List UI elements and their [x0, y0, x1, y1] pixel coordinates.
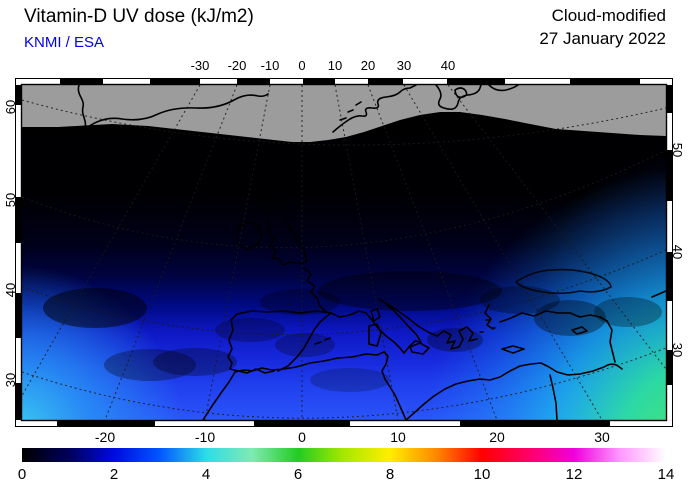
- meridian-40: [447, 85, 666, 370]
- source-credit: KNMI / ESA: [24, 34, 105, 51]
- meridian--10: [204, 85, 271, 420]
- coast-greenland-south: [87, 93, 269, 128]
- zebra-segment: [667, 350, 673, 385]
- lon-tick-bottom: -10: [194, 429, 216, 445]
- product-type: Cloud-modified: [551, 6, 666, 25]
- lat-tick-left: 60: [3, 99, 18, 115]
- island-corsica: [370, 308, 381, 322]
- graticule: [22, 85, 666, 420]
- lon-tick-top: 20: [360, 58, 376, 73]
- polar-night-region: [22, 85, 666, 142]
- zebra-segment: [15, 383, 21, 420]
- zebra-segment: [667, 85, 673, 113]
- lon-tick-top: -20: [227, 58, 247, 73]
- zebra-segment: [150, 78, 200, 84]
- coast-balkans: [378, 298, 438, 337]
- coast-caucasus-edge: [651, 290, 666, 298]
- island-sicily: [409, 342, 430, 355]
- lon-tick-top: -30: [190, 58, 210, 73]
- colorbar: [22, 448, 666, 462]
- coast-norway-islands: [339, 101, 362, 121]
- colorbar-tick-label: 4: [201, 466, 211, 483]
- coast-italy-west: [330, 310, 405, 354]
- island-cyprus: [571, 326, 588, 335]
- meridian-10: [334, 85, 399, 420]
- page-title: Vitamin-D UV dose (kJ/m2): [24, 6, 254, 27]
- island-sardinia: [368, 323, 382, 347]
- cloud-shadows: [43, 271, 662, 392]
- lon-tick-top: 30: [396, 58, 412, 73]
- coast-britain: [264, 195, 308, 266]
- coast-iberia: [227, 310, 332, 374]
- colorbar-tick-label: 10: [473, 466, 491, 483]
- colorbar-tick-label: 2: [109, 466, 119, 483]
- coast-turkey-south: [499, 310, 608, 323]
- zebra-segment: [460, 421, 610, 427]
- zebra-segment: [667, 252, 673, 301]
- island-crete: [501, 345, 525, 354]
- colorbar-tick-label: 12: [565, 466, 583, 483]
- zebra-segment: [303, 78, 335, 84]
- zebra-segment: [15, 85, 21, 105]
- lon-tick-top: 40: [440, 58, 456, 73]
- meridian--20: [104, 85, 238, 420]
- zebra-segment: [368, 78, 403, 84]
- zebra-segment: [237, 78, 270, 84]
- lat-tick-right: 40: [670, 244, 685, 260]
- lon-tick-bottom: -20: [94, 429, 116, 445]
- coast-turkey-west: [484, 304, 494, 330]
- lat-tick-left: 50: [3, 192, 18, 208]
- zebra-border: [15, 78, 673, 427]
- parallel-50: [22, 149, 666, 249]
- balearic-islands: [314, 337, 331, 345]
- lat-tick-left: 40: [3, 282, 18, 298]
- coast-greece: [436, 326, 478, 350]
- lon-tick-bottom: 30: [594, 429, 610, 445]
- colorbar-tick-label: 6: [293, 466, 303, 483]
- coast-levant: [606, 320, 616, 363]
- coast-black-sea: [515, 268, 612, 295]
- zebra-segment: [15, 197, 21, 243]
- parallel-40: [22, 249, 666, 336]
- colorbar-tick-label: 8: [385, 466, 395, 483]
- colorbar-tick-label: 0: [17, 466, 27, 483]
- coast-france-west: [303, 267, 332, 314]
- coast-greenland-east: [77, 85, 87, 129]
- nile-river: [549, 374, 558, 420]
- coast-white-sea: [435, 85, 519, 110]
- lat-tick-right: 30: [670, 342, 685, 358]
- coast-north-africa: [202, 351, 623, 420]
- lat-tick-right: 50: [670, 142, 685, 158]
- map-frame: [15, 78, 673, 427]
- lon-tick-bottom: 10: [390, 429, 406, 445]
- zebra-segment: [570, 78, 640, 84]
- map-body: [22, 85, 666, 420]
- egypt-bright-corner: [22, 85, 666, 420]
- zebra-segment: [15, 293, 21, 338]
- zebra-segment: [57, 421, 155, 427]
- lon-tick-bottom: 0: [298, 429, 306, 445]
- coastlines: [77, 85, 666, 420]
- coast-ireland: [235, 221, 263, 250]
- zebra-segment: [60, 78, 103, 84]
- parallel-30: [22, 347, 666, 419]
- zebra-segment: [667, 150, 673, 201]
- colorbar-tick-label: 14: [657, 466, 675, 483]
- lon-tick-top: -10: [260, 58, 280, 73]
- coast-norway: [332, 85, 417, 133]
- meridian--30: [22, 85, 201, 397]
- lon-tick-top: 0: [298, 58, 306, 73]
- zebra-segment: [447, 78, 505, 84]
- zebra-segment: [254, 421, 350, 427]
- product-date: 27 January 2022: [539, 29, 666, 48]
- lat-tick-left: 30: [3, 372, 18, 388]
- coast-italy-east: [378, 298, 422, 354]
- lon-tick-top: 10: [327, 58, 343, 73]
- lon-tick-bottom: 20: [489, 429, 505, 445]
